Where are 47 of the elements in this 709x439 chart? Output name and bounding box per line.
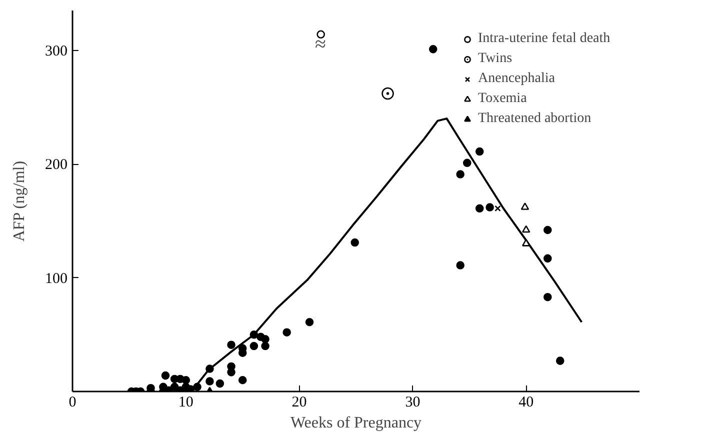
point	[227, 340, 236, 350]
legend-label: Intra-uterine fetal death	[478, 31, 610, 47]
point	[475, 204, 484, 213]
point	[520, 202, 530, 210]
y-axis-title: AFP (ng/ml)	[11, 160, 28, 242]
point	[261, 342, 270, 350]
point	[316, 30, 325, 39]
point	[182, 376, 190, 384]
legend-label: Threatened abortion	[478, 111, 592, 127]
legend-label: Anencephalia	[478, 71, 555, 87]
point	[305, 318, 314, 326]
point	[261, 335, 270, 344]
point	[216, 379, 224, 388]
point	[382, 87, 394, 100]
point	[282, 328, 291, 337]
point	[161, 371, 170, 380]
legend-label: Twins	[478, 51, 512, 67]
point	[250, 342, 258, 350]
point	[428, 45, 438, 54]
x-tick-label: 40	[518, 394, 534, 410]
point	[456, 170, 464, 178]
point	[456, 261, 464, 270]
y-tick-label: 300	[45, 43, 68, 60]
annotation: ≈	[315, 34, 326, 56]
x-axis-title: Weeks of Pregnancy	[290, 414, 422, 432]
point	[206, 377, 214, 386]
point	[543, 254, 552, 263]
point	[475, 147, 484, 156]
point	[350, 238, 360, 247]
x-tick-label: 20	[292, 394, 307, 410]
point	[522, 225, 530, 233]
point	[543, 292, 552, 302]
point	[556, 356, 564, 365]
point	[522, 238, 530, 246]
point	[462, 158, 472, 168]
point	[170, 382, 179, 392]
y-tick-label: 200	[45, 157, 68, 174]
x-tick-label: 10	[178, 394, 194, 410]
y-tick-label: 100	[45, 270, 68, 287]
legend-label: Toxemia	[478, 91, 527, 107]
x-tick-label: 0	[68, 394, 76, 410]
point	[227, 368, 236, 376]
point	[494, 205, 501, 212]
point	[543, 226, 552, 234]
point	[238, 376, 247, 384]
x-tick-label: 30	[405, 394, 420, 410]
point	[486, 203, 494, 212]
